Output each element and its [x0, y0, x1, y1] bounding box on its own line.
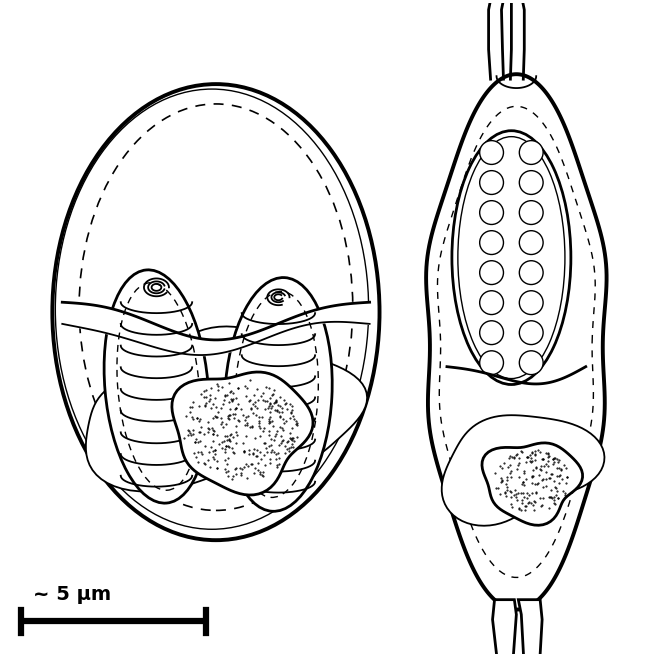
Ellipse shape — [519, 171, 543, 194]
Ellipse shape — [480, 200, 504, 225]
Polygon shape — [482, 443, 582, 526]
Ellipse shape — [519, 291, 543, 315]
Ellipse shape — [519, 261, 543, 284]
Polygon shape — [172, 372, 313, 495]
Polygon shape — [518, 600, 542, 657]
Ellipse shape — [452, 131, 571, 384]
Ellipse shape — [480, 141, 504, 164]
Ellipse shape — [480, 261, 504, 284]
Ellipse shape — [53, 84, 380, 540]
Polygon shape — [426, 74, 606, 610]
Ellipse shape — [480, 171, 504, 194]
Ellipse shape — [225, 277, 332, 511]
Ellipse shape — [519, 351, 543, 374]
Ellipse shape — [480, 231, 504, 254]
Polygon shape — [86, 327, 367, 491]
Ellipse shape — [519, 231, 543, 254]
Ellipse shape — [480, 291, 504, 315]
Polygon shape — [493, 600, 516, 657]
Ellipse shape — [480, 351, 504, 374]
Polygon shape — [442, 415, 604, 526]
Ellipse shape — [480, 321, 504, 344]
Ellipse shape — [519, 200, 543, 225]
Ellipse shape — [519, 141, 543, 164]
Ellipse shape — [104, 270, 209, 503]
Ellipse shape — [519, 321, 543, 344]
Text: ~ 5 μm: ~ 5 μm — [32, 585, 110, 604]
